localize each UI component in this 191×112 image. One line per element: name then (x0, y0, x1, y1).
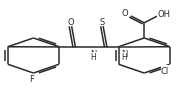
Text: N: N (121, 49, 127, 58)
Text: F: F (29, 74, 34, 83)
Text: S: S (100, 17, 105, 26)
Text: H: H (121, 53, 127, 62)
Text: O: O (67, 17, 74, 26)
Text: Cl: Cl (161, 66, 169, 75)
Text: H: H (91, 53, 96, 62)
Text: O: O (122, 9, 128, 18)
Text: N: N (90, 49, 97, 58)
Text: OH: OH (158, 10, 171, 18)
